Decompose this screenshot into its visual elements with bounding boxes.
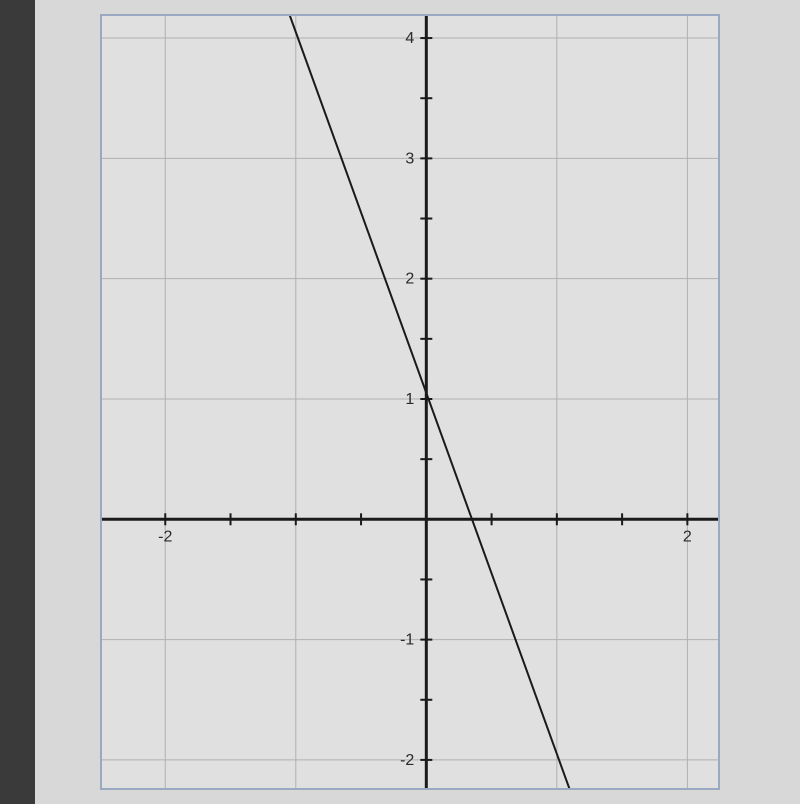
y-tick-label: 3	[405, 150, 414, 167]
y-tick-label: -2	[400, 752, 414, 769]
y-tick-label: 2	[405, 271, 414, 288]
chart-container: -2 2 -2 -1 1 2 3 4	[100, 14, 720, 790]
x-tick-label: 2	[683, 528, 692, 545]
x-tick-label: -2	[158, 528, 172, 545]
y-tick-label: -1	[400, 632, 414, 649]
chart-svg: -2 2 -2 -1 1 2 3 4	[100, 14, 720, 790]
y-tick-label: 1	[405, 391, 414, 408]
left-dark-strip	[0, 0, 35, 804]
y-tick-label: 4	[405, 30, 414, 47]
